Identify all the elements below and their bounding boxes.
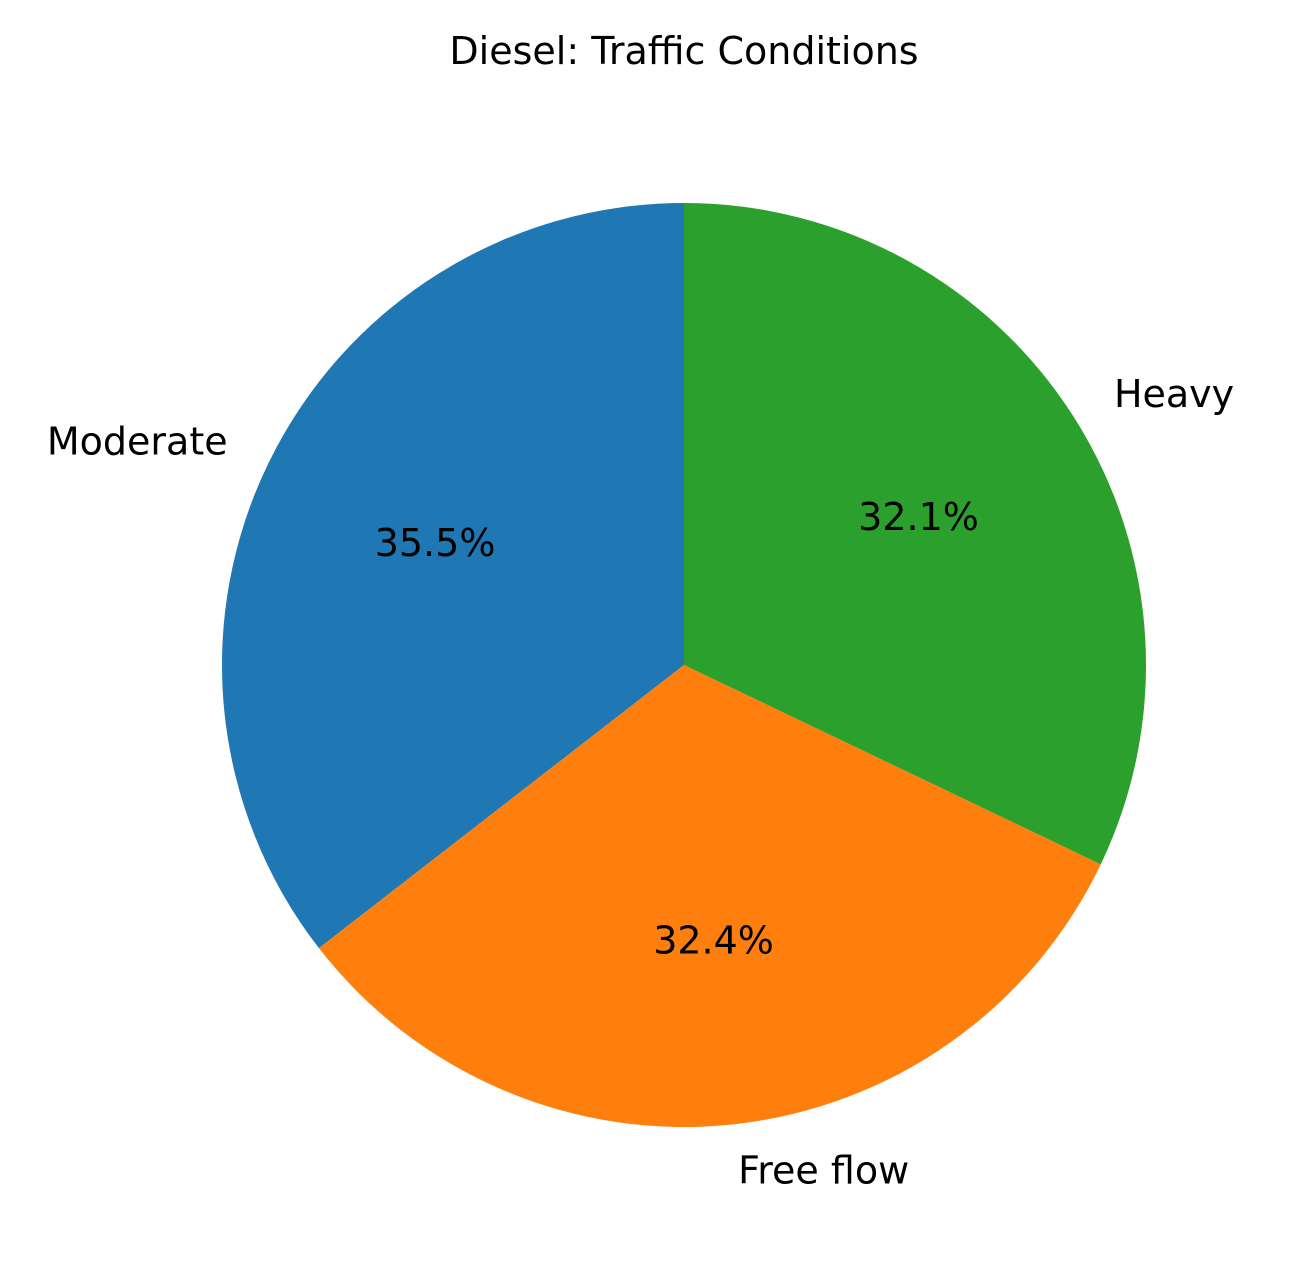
pct-label-moderate: 35.5% [375,521,496,565]
pie-slice-heavy [684,203,1146,865]
slice-label-free-flow: Free flow [738,1148,909,1192]
pie-slices [222,203,1146,1127]
slice-label-moderate: Moderate [47,419,228,463]
pie-labels: Moderate 35.5% Free flow 32.4% Heavy 32.1% [47,372,1234,1192]
chart-title: Diesel: Traffic Conditions [449,29,918,73]
pct-label-free-flow: 32.4% [653,919,774,963]
pct-label-heavy: 32.1% [858,495,979,539]
pie-slice-moderate [222,203,685,949]
slice-label-heavy: Heavy [1114,372,1234,416]
pie-slice-free-flow [318,665,1101,1127]
